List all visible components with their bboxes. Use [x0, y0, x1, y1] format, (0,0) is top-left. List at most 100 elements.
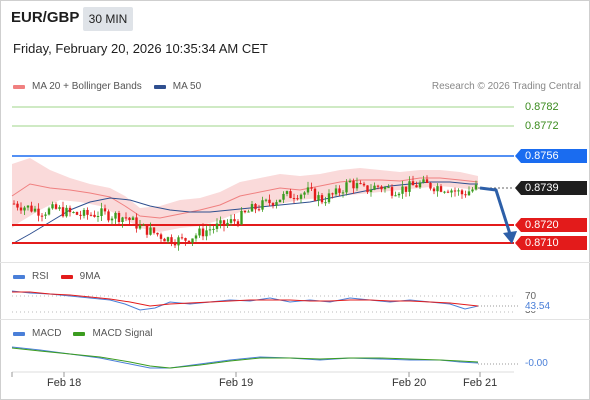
macd-legend: MACD MACD Signal	[13, 328, 164, 339]
candle-body	[450, 190, 453, 193]
candle-body	[170, 237, 173, 244]
macd-signal-line	[11, 347, 479, 369]
legend-swatch	[73, 331, 86, 336]
x-label-feb18: Feb 18	[47, 377, 82, 389]
candle-body	[366, 185, 369, 192]
candle-body	[19, 207, 23, 211]
candle-body	[159, 234, 163, 239]
timeframe-button[interactable]: 30 MIN	[83, 7, 133, 31]
candle-body	[205, 230, 208, 237]
legend-macd-signal: MACD Signal	[73, 328, 152, 339]
candle-body	[138, 225, 142, 229]
candle-body	[184, 238, 187, 241]
candle-body	[163, 238, 166, 242]
candle-body	[278, 199, 282, 203]
legend-9ma: 9MA	[60, 271, 100, 282]
candle-body	[79, 214, 82, 216]
candle-body	[152, 227, 156, 233]
candle-body	[432, 188, 436, 192]
candle-body	[408, 181, 411, 192]
macd-separator	[0, 319, 590, 320]
candle-body	[299, 194, 303, 199]
rsi-separator	[0, 262, 590, 263]
candle-body	[30, 205, 33, 212]
candle-body	[191, 238, 194, 243]
legend-swatch	[153, 84, 166, 89]
candle-body	[16, 203, 19, 208]
candle-body	[317, 195, 320, 201]
candle-body	[82, 209, 86, 216]
candle-body	[380, 186, 383, 190]
legend-swatch	[13, 331, 25, 336]
candle-body	[415, 185, 418, 188]
candle-body	[387, 187, 390, 189]
candle-body	[289, 191, 292, 199]
candle-body	[68, 207, 72, 213]
candle-body	[341, 192, 345, 194]
candle-body	[271, 203, 275, 206]
candle-body	[446, 191, 450, 193]
candle-body	[282, 193, 285, 200]
candle-body	[117, 212, 121, 222]
candle-body	[474, 184, 478, 190]
candle-body	[313, 188, 317, 201]
candlesticks	[12, 175, 478, 251]
candle-body	[296, 198, 299, 200]
candle-body	[292, 198, 296, 200]
datetime-label: Friday, February 20, 2026 10:35:34 AM CE…	[13, 41, 268, 56]
candle-body	[54, 204, 58, 209]
candle-body	[439, 186, 443, 192]
support-label-2: 0.8710	[515, 236, 587, 250]
candle-body	[394, 195, 397, 197]
rsi-30-label: 30	[525, 311, 536, 317]
candle-body	[275, 202, 278, 206]
candle-body	[86, 209, 89, 215]
candle-body	[201, 228, 205, 237]
candle-body	[222, 220, 226, 226]
candle-body	[397, 193, 401, 196]
ma20-line	[11, 177, 479, 219]
legend-swatch	[13, 274, 25, 279]
candle-body	[310, 187, 313, 189]
candle-body	[212, 228, 215, 230]
candle-body	[404, 186, 408, 192]
candle-body	[215, 223, 219, 229]
candle-body	[345, 182, 348, 193]
candle-body	[338, 188, 341, 193]
legend-rsi: RSI	[13, 271, 49, 282]
legend-swatch	[13, 84, 25, 89]
candle-body	[464, 194, 467, 196]
x-label-feb21: Feb 21	[463, 377, 498, 389]
candle-body	[180, 237, 184, 239]
candle-body	[145, 224, 149, 235]
candle-body	[103, 208, 107, 212]
candle-body	[110, 218, 114, 221]
macd-value-label: -0.00	[525, 358, 548, 369]
symbol-title: EUR/GBP	[11, 9, 80, 26]
legend-label: MACD Signal	[92, 328, 153, 339]
macd-line	[11, 346, 479, 369]
candle-body	[65, 207, 68, 217]
candle-body	[233, 219, 236, 222]
candle-body	[37, 208, 40, 216]
support-label-1: 0.8720	[515, 218, 587, 232]
candle-body	[177, 237, 180, 246]
candle-body	[373, 185, 376, 190]
candle-body	[268, 199, 271, 204]
candle-body	[33, 208, 37, 212]
candle-body	[240, 210, 243, 225]
candle-body	[355, 183, 359, 189]
candle-body	[422, 179, 425, 183]
candle-body	[61, 207, 65, 217]
candle-body	[72, 212, 75, 214]
candle-body	[320, 195, 324, 203]
candle-body	[411, 181, 415, 186]
candle-body	[383, 187, 387, 190]
legend-label: MACD	[32, 328, 62, 339]
candle-body	[303, 192, 306, 195]
x-label-feb20: Feb 20	[392, 377, 427, 389]
candle-body	[229, 219, 233, 223]
candle-body	[89, 214, 93, 216]
legend-label: MA 50	[172, 81, 202, 92]
